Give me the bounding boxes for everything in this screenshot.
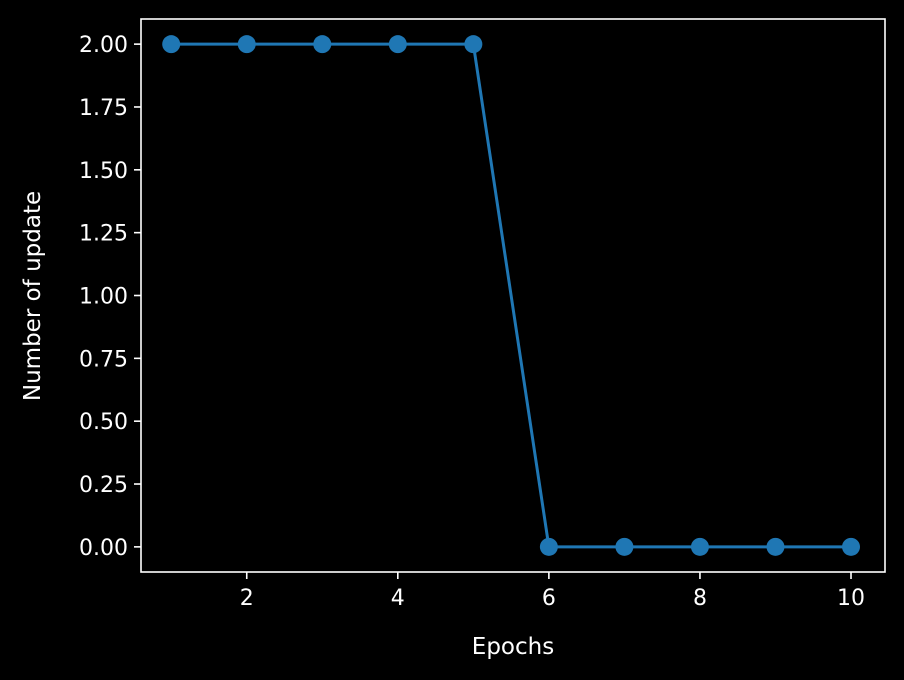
x-tick-label: 6 (542, 586, 556, 611)
data-point (539, 537, 558, 556)
y-tick-label: 2.00 (79, 33, 128, 58)
x-tick-label: 8 (693, 586, 707, 611)
data-point (388, 35, 407, 54)
data-point (766, 537, 785, 556)
data-point (842, 537, 861, 556)
x-axis-label: Epochs (472, 634, 554, 660)
data-point (162, 35, 181, 54)
x-axis: 2 4 6 8 10 (240, 572, 865, 611)
plot-area (140, 18, 886, 573)
y-tick-label: 0.50 (79, 410, 128, 435)
series-layer (162, 35, 861, 556)
data-point (615, 537, 634, 556)
x-tick-label: 2 (240, 586, 254, 611)
y-axis: 0.00 0.25 0.50 0.75 1.00 1.25 1.50 1.75 2.00 (79, 33, 141, 561)
y-tick-label: 1.75 (79, 96, 128, 121)
x-tick-label: 10 (837, 586, 865, 611)
y-tick-label: 1.00 (79, 285, 128, 310)
y-tick-label: 1.25 (79, 222, 128, 247)
y-tick-label: 0.00 (79, 536, 128, 561)
y-tick-label: 0.75 (79, 347, 128, 372)
y-tick-label: 0.25 (79, 473, 128, 498)
y-axis-label: Number of update (20, 191, 46, 401)
x-tick-label: 4 (391, 586, 405, 611)
data-point (237, 35, 256, 54)
data-point (464, 35, 483, 54)
series-line (171, 42, 852, 549)
data-point (690, 537, 709, 556)
data-point (313, 35, 332, 54)
y-tick-label: 1.50 (79, 159, 128, 184)
